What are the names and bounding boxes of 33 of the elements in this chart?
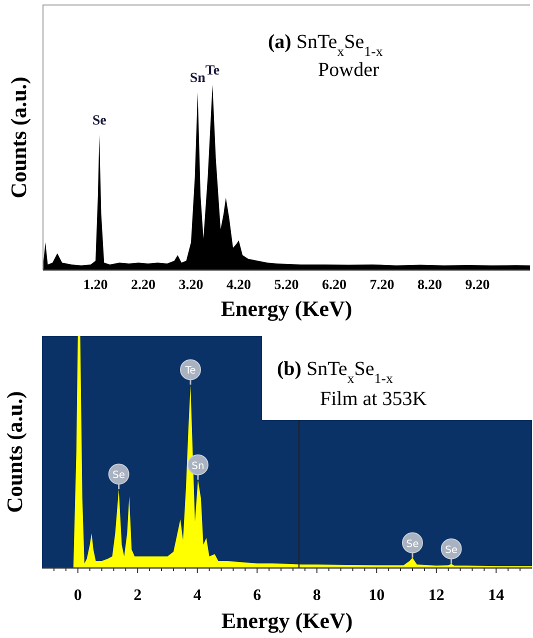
- x-tick-label: 6.20: [322, 278, 346, 293]
- x-tick-label: 1.20: [83, 278, 108, 293]
- x-tick-label: 6: [253, 587, 262, 604]
- x-tick-label: 3.20: [178, 278, 204, 293]
- chart-subtitle: Powder: [318, 59, 380, 81]
- x-tick-label: 10: [368, 587, 385, 604]
- x-tick-label: 2.20: [131, 278, 156, 293]
- annotation: Te: [184, 366, 196, 377]
- x-tick-label: 7.20: [370, 278, 394, 293]
- annotation: Se: [92, 114, 106, 129]
- x-tick-label: 8.20: [417, 278, 442, 293]
- x-tick-label: 0: [74, 587, 82, 604]
- annotation: Se: [112, 470, 126, 482]
- annotation: Se: [445, 544, 458, 556]
- x-tick-label: 14: [488, 587, 504, 604]
- x-tick-label: 4: [193, 587, 202, 604]
- text: Film at 353K: [320, 388, 428, 410]
- x-axis-title: Energy (KeV): [220, 296, 352, 321]
- chart-title: (a) SnTe$_{x}$Se$_{1-x}$: [268, 31, 383, 60]
- annotation: Sn: [190, 71, 206, 86]
- y-axis-title: Counts (a.u.): [6, 76, 31, 198]
- x-tick-label: 2: [134, 587, 142, 604]
- x-tick-label: 4.20: [226, 278, 252, 293]
- x-axis-title: Energy (KeV): [221, 608, 353, 633]
- x-tick-label: 8: [312, 587, 321, 604]
- text: (b) SnTe$_{x}$Se$_{1-x}$: [277, 358, 393, 386]
- annotation: Se: [406, 538, 419, 550]
- x-tick-label: 9.20: [465, 278, 490, 293]
- x-tick-label: 12: [428, 587, 444, 604]
- annotation: Sn: [192, 460, 204, 472]
- y-axis-title: Counts (a.u.): [2, 391, 27, 513]
- annotation: Te: [205, 64, 220, 79]
- x-tick-label: 5.20: [274, 278, 299, 293]
